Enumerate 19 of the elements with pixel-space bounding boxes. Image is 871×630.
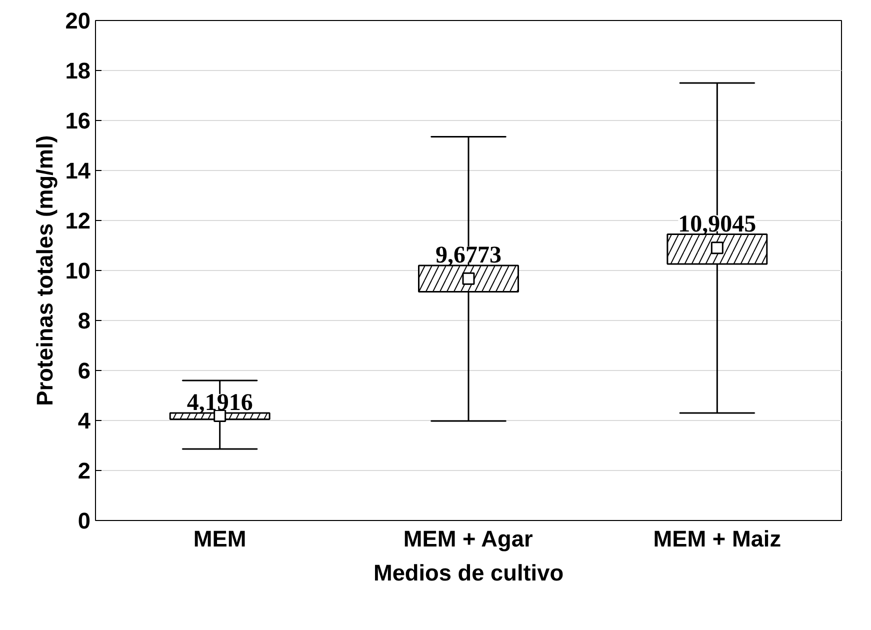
text: 9,6773	[436, 242, 502, 268]
y-tick-label: 10	[65, 258, 90, 284]
y-tick-label: 0	[78, 508, 91, 534]
y-tick-label: 20	[65, 8, 90, 34]
y-axis-title: Proteinas totales (mg/ml)	[31, 135, 58, 406]
y-tick-label: 12	[65, 208, 90, 234]
text: 4,1916	[186, 390, 253, 416]
y-tick-label: 4	[78, 408, 91, 434]
y-tick-label: 2	[78, 458, 91, 484]
x-tick-label: MEM + Agar	[403, 526, 533, 552]
y-tick-label: 6	[78, 358, 91, 384]
y-tick-label: 18	[65, 58, 90, 84]
text: 10,9045	[678, 211, 756, 238]
y-tick-label: 16	[65, 108, 90, 134]
y-tick-label: 14	[65, 158, 91, 184]
x-tick-label: MEM + Maiz	[653, 526, 782, 552]
y-tick-label: 8	[78, 308, 91, 334]
x-tick-label: MEM	[193, 526, 246, 552]
x-axis-title: Medios de cultivo	[373, 560, 564, 586]
